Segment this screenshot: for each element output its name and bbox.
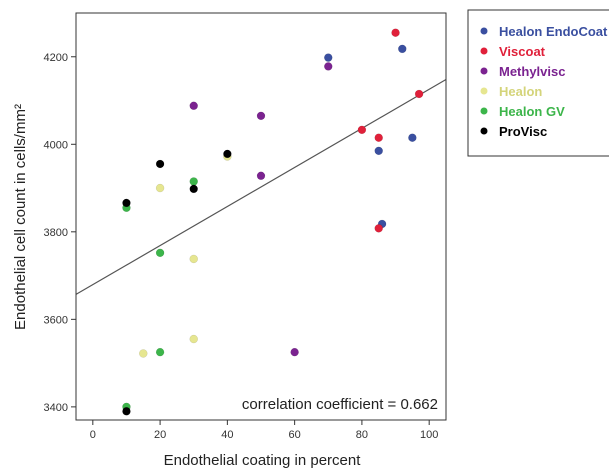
legend-label-healon-endocoat: Healon EndoCoat xyxy=(499,24,608,39)
data-point-healon xyxy=(155,183,165,193)
data-point-healon-gv xyxy=(155,248,165,258)
x-tick-label: 0 xyxy=(90,429,96,441)
data-point-provisc xyxy=(122,198,131,208)
legend-label-healon-gv: Healon GV xyxy=(499,104,565,119)
y-tick-label: 3600 xyxy=(44,314,68,326)
data-point-healon-gv xyxy=(189,177,198,186)
data-point-viscoat xyxy=(374,224,383,233)
legend-marker-healon-gv xyxy=(480,107,488,115)
data-point-healon xyxy=(189,254,198,264)
data-point-healon xyxy=(139,349,148,358)
data-point-provisc xyxy=(189,184,198,194)
legend-label-methylvisc: Methylvisc xyxy=(499,64,565,79)
data-point-healon-endocoat xyxy=(408,133,417,142)
data-point-methylvisc xyxy=(256,171,266,181)
legend-marker-methylvisc xyxy=(480,67,488,75)
legend-box xyxy=(467,9,609,157)
data-point-healon xyxy=(189,334,198,344)
data-point-provisc xyxy=(155,159,165,169)
data-point-healon-endocoat xyxy=(398,44,407,54)
plot-frame xyxy=(75,12,447,421)
data-point-viscoat xyxy=(414,89,424,99)
y-tick-label: 3800 xyxy=(44,227,68,239)
x-tick-label: 80 xyxy=(356,429,368,441)
legend-marker-healon-endocoat xyxy=(480,27,488,35)
x-tick-label: 40 xyxy=(221,429,233,441)
x-axis-title: Endothelial coating in percent xyxy=(164,452,362,469)
data-point-healon-gv xyxy=(155,347,165,357)
plot-area xyxy=(75,28,447,416)
y-axis-title: Endothelial cell count in cells/mm² xyxy=(12,104,29,330)
data-point-healon-endocoat xyxy=(324,53,333,62)
data-point-viscoat xyxy=(357,125,367,135)
legend-marker-viscoat xyxy=(480,47,488,55)
legend-marker-healon xyxy=(480,87,488,95)
data-point-methylvisc xyxy=(290,347,299,357)
data-point-methylvisc xyxy=(189,101,198,111)
x-tick-label: 100 xyxy=(420,429,438,441)
data-point-viscoat xyxy=(391,28,400,37)
x-tick-label: 60 xyxy=(289,429,301,441)
legend: Healon EndoCoat Viscoat Methylvisc Healon He… xyxy=(467,9,609,157)
y-tick-label: 4000 xyxy=(44,139,68,151)
legend-label-healon: Healon xyxy=(499,84,542,99)
axes: 0 20 40 60 80 100 3400 3600 3800 4000 4200 xyxy=(44,12,447,441)
fit-line xyxy=(75,79,447,295)
data-point-provisc xyxy=(223,149,232,159)
legend-marker-provisc xyxy=(480,127,488,135)
data-point-methylvisc xyxy=(324,62,333,71)
data-point-viscoat xyxy=(374,133,383,142)
y-tick-label: 4200 xyxy=(44,52,68,64)
data-point-methylvisc xyxy=(256,111,266,121)
y-tick-label: 3400 xyxy=(44,402,68,414)
legend-label-viscoat: Viscoat xyxy=(499,44,546,59)
correlation-annotation: correlation coefficient = 0.662 xyxy=(242,396,438,413)
data-point-provisc xyxy=(122,406,131,416)
x-tick-label: 20 xyxy=(154,429,166,441)
data-point-healon-endocoat xyxy=(374,146,383,156)
legend-label-provisc: ProVisc xyxy=(499,124,547,139)
